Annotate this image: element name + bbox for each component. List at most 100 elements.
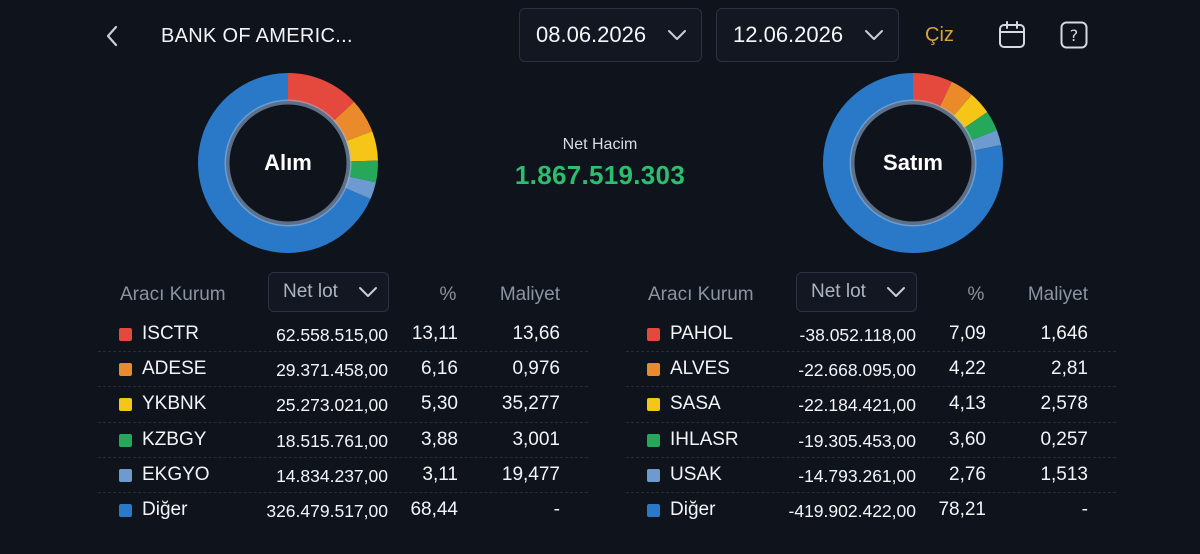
legend-swatch	[647, 468, 660, 482]
donut-inner-ring	[224, 99, 352, 227]
cost-column-header: Maliyet	[1027, 284, 1088, 305]
table-row[interactable]: KZBGY 18.515.761,00 3,88 3,001	[98, 423, 588, 458]
donut-slice-alves	[939, 81, 972, 117]
donut-slice-sasa	[953, 94, 988, 128]
broker-name: PAHOL	[670, 323, 734, 344]
legend-swatch	[119, 468, 132, 482]
legend-swatch	[119, 503, 132, 517]
percent-value: 6,16	[421, 358, 458, 380]
buy-table-header: Aracı Kurum Net lot % Maliyet	[98, 272, 588, 314]
page-title: BANK OF AMERIC...	[161, 25, 353, 47]
table-row[interactable]: ISCTR 62.558.515,00 13,11 13,66	[98, 317, 588, 353]
percent-value: 4,13	[949, 393, 986, 415]
chevron-down-icon	[668, 30, 686, 40]
buy-donut-chart: Alım	[193, 68, 383, 258]
broker-column-header: Aracı Kurum	[120, 284, 226, 305]
donut-hole	[855, 105, 971, 221]
donut-slice-ykbnk	[346, 131, 378, 162]
legend-swatch	[647, 328, 660, 341]
net-lot-value: 14.834.237,00	[276, 465, 388, 486]
table-row[interactable]: SASA -22.184.421,00 4,13 2,578	[626, 387, 1116, 423]
table-row[interactable]: Diğer -419.902.422,00 78,21 -	[626, 493, 1116, 528]
net-lot-value: -14.793.261,00	[798, 465, 916, 486]
cost-value: 1,646	[1040, 323, 1088, 344]
end-date-select[interactable]: 12.06.2026	[716, 8, 899, 62]
percent-column-header: %	[439, 284, 457, 305]
percent-value: 3,60	[949, 428, 986, 450]
cost-value: -	[553, 498, 560, 520]
buy-donut-svg	[198, 73, 378, 253]
buy-donut-label: Alım	[264, 150, 312, 175]
net-lot-value: -22.184.421,00	[798, 395, 916, 416]
table-row[interactable]: Diğer 326.479.517,00 68,44 -	[98, 493, 588, 528]
net-lot-value: -22.668.095,00	[798, 360, 916, 381]
sort-select-value: Net lot	[283, 281, 338, 302]
calendar-icon	[999, 21, 1025, 48]
table-row[interactable]: ADESE 29.371.458,00 6,16 0,976	[98, 352, 588, 388]
percent-value: 5,30	[421, 393, 458, 415]
sell-sort-select[interactable]: Net lot	[796, 272, 917, 312]
legend-swatch	[119, 433, 132, 447]
broker-name: KZBGY	[142, 428, 207, 450]
table-row[interactable]: PAHOL -38.052.118,00 7,09 1,646	[626, 317, 1116, 353]
percent-value: 4,22	[949, 358, 986, 380]
sell-table-header: Aracı Kurum Net lot % Maliyet	[626, 272, 1116, 314]
percent-value: 3,11	[422, 463, 458, 485]
table-row[interactable]: USAK -14.793.261,00 2,76 1,513	[626, 458, 1116, 493]
start-date-value: 08.06.2026	[536, 22, 647, 47]
broker-name: ALVES	[670, 358, 730, 380]
table-row[interactable]: IHLASR -19.305.453,00 3,60 0,257	[626, 423, 1116, 458]
net-volume-value: 1.867.519.303	[514, 160, 686, 190]
donut-slice-pahol	[913, 73, 952, 108]
net-lot-value: 62.558.515,00	[276, 325, 388, 345]
buy-sort-select[interactable]: Net lot	[268, 272, 389, 312]
net-lot-value: -38.052.118,00	[799, 325, 916, 345]
table-row[interactable]: EKGYO 14.834.237,00 3,11 19,477	[98, 458, 588, 493]
sell-donut-chart: Satım	[818, 68, 1008, 258]
net-lot-value: 29.371.458,00	[276, 360, 388, 381]
table-row[interactable]: YKBNK 25.273.021,00 5,30 35,277	[98, 387, 588, 423]
net-lot-value: 25.273.021,00	[276, 395, 388, 416]
net-volume-label: Net Hacim	[562, 136, 638, 153]
chevron-left-icon	[106, 25, 118, 47]
help-icon: ?	[1060, 21, 1088, 49]
sort-select-value: Net lot	[811, 281, 866, 302]
broker-name: IHLASR	[670, 428, 739, 450]
percent-value: 68,44	[410, 498, 458, 520]
broker-name: Diğer	[670, 498, 716, 520]
donut-slice-isctr	[288, 73, 355, 121]
back-button[interactable]	[96, 20, 128, 52]
percent-value: 78,21	[938, 498, 986, 520]
donut-slice-diğer	[198, 73, 371, 253]
chevron-down-icon	[865, 30, 883, 40]
net-lot-value: 18.515.761,00	[276, 430, 388, 451]
broker-name: EKGYO	[142, 463, 210, 485]
draw-button[interactable]: Çiz	[925, 24, 954, 46]
percent-value: 7,09	[949, 323, 986, 344]
legend-swatch	[119, 398, 132, 412]
help-button[interactable]: ?	[1057, 18, 1091, 52]
buy-table: Aracı Kurum Net lot % Maliyet ISCTR 62.55…	[98, 272, 588, 528]
cost-value: 2,81	[1051, 358, 1088, 380]
cost-value: 3,001	[512, 428, 560, 450]
percent-value: 13,11	[411, 323, 458, 344]
net-lot-value: 326.479.517,00	[266, 500, 388, 521]
broker-name: USAK	[670, 463, 722, 485]
broker-name: YKBNK	[142, 393, 207, 415]
sell-table-rows: PAHOL -38.052.118,00 7,09 1,646 ALVES -22.668…	[626, 317, 1116, 528]
chevron-down-icon	[359, 287, 377, 297]
percent-value: 3,88	[421, 428, 458, 450]
table-row[interactable]: ALVES -22.668.095,00 4,22 2,81	[626, 352, 1116, 388]
donut-hole	[230, 105, 346, 221]
cost-value: 0,257	[1040, 428, 1088, 450]
broker-name: SASA	[670, 393, 721, 415]
cost-value: 0,976	[512, 358, 560, 380]
cost-value: 35,277	[501, 393, 560, 415]
donut-slice-diğer	[823, 73, 1003, 253]
calendar-button[interactable]	[995, 18, 1029, 52]
donut-slice-kzbgy	[348, 160, 378, 183]
cost-value: 13,66	[512, 323, 560, 344]
sell-donut-label: Satım	[883, 150, 943, 175]
donut-slice-adese	[333, 101, 373, 142]
start-date-select[interactable]: 08.06.2026	[519, 8, 702, 62]
